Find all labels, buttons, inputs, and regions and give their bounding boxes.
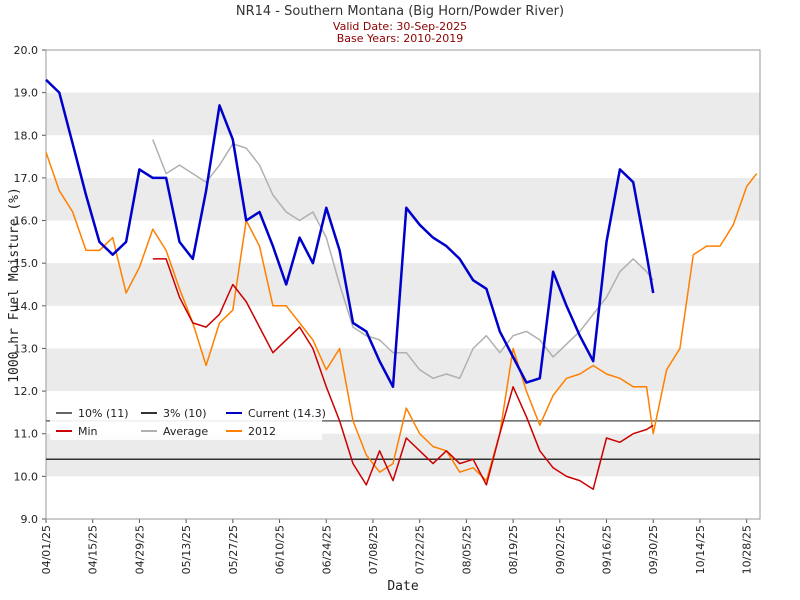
x-tick-label: 10/14/25 [694,525,707,574]
grid-band [46,348,760,392]
x-tick-label: 05/27/25 [227,525,240,574]
legend-label: Average [163,425,208,438]
chart-subtitle: Valid Date: 30-Sep-2025 [333,20,467,33]
chart-subtitle: Base Years: 2010-2019 [337,32,463,45]
x-tick-label: 06/24/25 [320,525,333,574]
legend-label: Min [78,425,98,438]
x-tick-label: 09/30/25 [647,525,660,574]
y-tick-label: 11.0 [14,428,39,441]
data-line [152,258,654,490]
grid-band [46,263,760,306]
grid-band [46,92,760,136]
chart-title: NR14 - Southern Montana (Big Horn/Powder… [236,4,564,19]
y-tick-label: 12.0 [14,385,39,398]
y-tick-label: 15.0 [14,257,39,270]
legend-label: 2012 [248,425,276,438]
plot-frame [45,49,761,520]
y-tick-label: 13.0 [14,342,39,355]
x-axis-label: Date [387,579,418,594]
y-tick-label: 17.0 [14,172,39,185]
legend-box [50,402,322,440]
data-line [45,78,655,389]
data-line [152,139,654,380]
grid-band [46,433,760,477]
x-tick-label: 10/28/25 [741,525,754,574]
x-tick-label: 04/15/25 [87,525,100,574]
x-tick-label: 09/02/25 [554,525,567,574]
x-tick-label: 08/05/25 [460,525,473,574]
y-tick-label: 9.0 [21,513,39,526]
y-tick-label: 16.0 [14,215,39,228]
x-tick-label: 04/29/25 [133,525,146,574]
data-line [45,152,758,482]
y-tick-label: 18.0 [14,129,39,142]
y-tick-label: 20.0 [14,44,39,57]
x-tick-label: 06/10/25 [274,525,287,574]
legend-label: 10% (11) [78,407,129,420]
x-tick-label: 04/01/25 [40,525,53,574]
legend-label: 3% (10) [163,407,207,420]
y-tick-label: 10.0 [14,470,39,483]
x-tick-label: 09/16/25 [601,525,614,574]
y-axis-label: 1000 hr Fuel Moisture (%) [7,187,22,383]
grid-band [46,177,760,221]
x-tick-label: 05/13/25 [180,525,193,574]
x-tick-label: 07/08/25 [367,525,380,574]
y-tick-label: 14.0 [14,300,39,313]
x-tick-label: 08/19/25 [507,525,520,574]
legend-label: Current (14.3) [248,407,326,420]
y-tick-label: 19.0 [14,87,39,100]
x-tick-label: 07/22/25 [414,525,427,574]
